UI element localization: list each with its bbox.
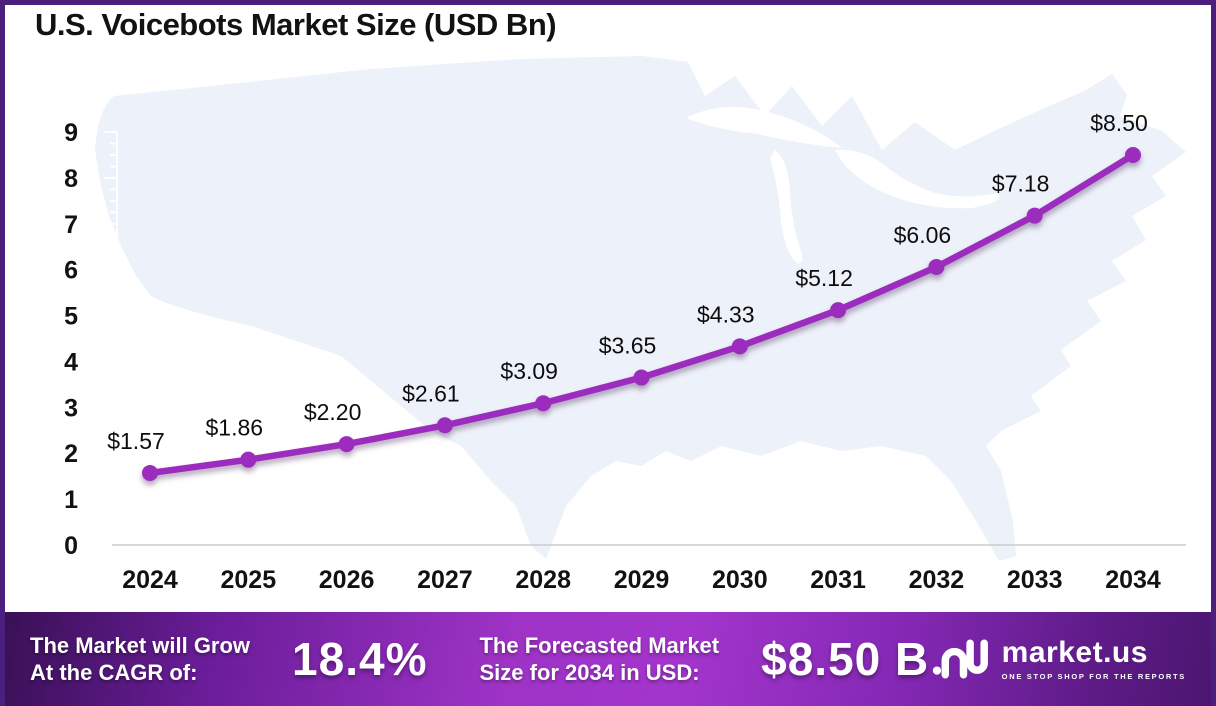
logo-tagline: ONE STOP SHOP FOR THE REPORTS [1001, 671, 1186, 681]
x-axis-label: 2033 [1007, 566, 1063, 594]
data-point [436, 417, 453, 434]
x-axis-label: 2030 [712, 566, 768, 594]
data-label: $2.20 [304, 399, 362, 425]
data-point [338, 436, 355, 453]
data-label: $5.12 [795, 265, 853, 291]
y-axis-label: 7 [64, 211, 78, 239]
x-axis-label: 2026 [319, 566, 375, 594]
x-axis-label: 2032 [909, 566, 965, 594]
logo-name: market.us [1001, 635, 1148, 669]
y-axis-label: 6 [64, 257, 78, 285]
x-axis-label: 2027 [417, 566, 473, 594]
stats-banner: The Market will Grow At the CAGR of: 18.… [5, 612, 1211, 706]
data-point [633, 369, 650, 386]
forecast-label: The Forecasted Market Size for 2034 in U… [479, 632, 720, 686]
data-label: $1.86 [206, 415, 264, 441]
lake-superior-cutout [686, 106, 842, 148]
data-label: $6.06 [894, 222, 952, 248]
data-label: $8.50 [1090, 110, 1148, 136]
data-point [731, 338, 748, 355]
data-point [142, 464, 158, 481]
data-label: $2.61 [402, 380, 460, 406]
page-title: U.S. Voicebots Market Size (USD Bn) [35, 7, 557, 42]
data-point [1125, 147, 1141, 164]
data-label: $3.65 [599, 333, 657, 359]
x-axis-label: 2031 [810, 566, 866, 594]
data-point [535, 395, 552, 412]
marketus-logo-icon [932, 639, 988, 679]
marketus-logo-text: market.us ONE STOP SHOP FOR THE REPORTS [1001, 635, 1186, 681]
x-axis-label: 2024 [122, 566, 178, 594]
forecast-value: $8.50 B [761, 633, 930, 685]
us-map-silhouette [95, 56, 1186, 561]
data-label: $7.18 [992, 171, 1050, 197]
data-label: $3.09 [500, 358, 558, 384]
marketus-logo: market.us ONE STOP SHOP FOR THE REPORTS [932, 636, 1186, 682]
y-axis-label: 1 [64, 486, 78, 514]
y-axis-label: 0 [64, 532, 78, 560]
data-point [1026, 207, 1043, 224]
y-axis-label: 8 [64, 165, 78, 193]
data-point [928, 258, 945, 275]
y-axis-label: 4 [64, 348, 78, 376]
y-axis-label: 9 [64, 119, 78, 147]
market-size-line-chart: 0 1 2 3 4 5 6 7 8 9 2024 2025 2026 2027 2028 2029 2030 20… [64, 56, 1186, 594]
y-axis-label: 3 [64, 394, 78, 422]
cagr-value: 18.4% [292, 633, 428, 685]
lake-michigan-cutout [770, 150, 803, 264]
x-axis-label: 2028 [515, 566, 571, 594]
y-axis-ruler [104, 131, 118, 546]
y-axis-label: 5 [64, 303, 78, 331]
data-point [830, 302, 847, 319]
x-axis-label: 2025 [220, 566, 276, 594]
cagr-label: The Market will Grow At the CAGR of: [30, 632, 251, 686]
line-series [142, 147, 1141, 481]
data-label: $4.33 [697, 301, 755, 327]
x-axis-label: 2034 [1105, 566, 1161, 594]
y-axis-label: 2 [64, 440, 78, 468]
lake-huron-erie-cutout [835, 149, 1000, 209]
x-axis-label: 2029 [614, 566, 670, 594]
data-point [240, 451, 257, 468]
data-label: $1.57 [107, 428, 165, 454]
